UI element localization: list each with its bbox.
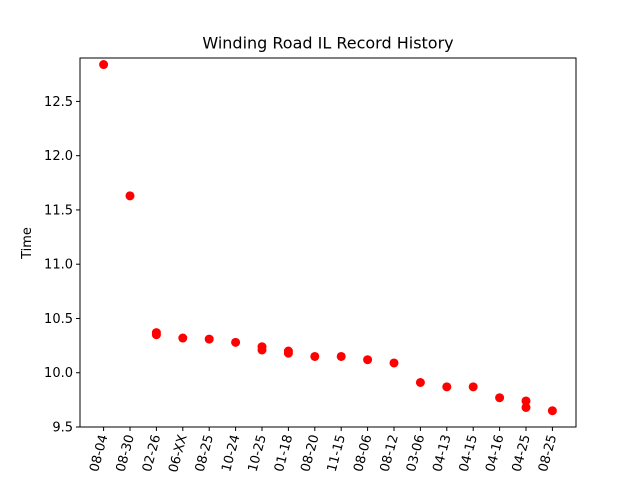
- y-tick-label: 10.5: [44, 312, 73, 327]
- data-point: [468, 382, 478, 392]
- x-tick-label: 08-20: [298, 433, 322, 473]
- data-points: [99, 60, 557, 416]
- data-point: [521, 402, 531, 412]
- data-point: [204, 334, 214, 344]
- x-tick-label: 01-18: [272, 433, 296, 473]
- x-tick-label: 08-25: [193, 433, 217, 473]
- data-point: [99, 60, 109, 70]
- data-point: [283, 348, 293, 358]
- x-tick-label: 04-16: [483, 433, 507, 473]
- x-tick-label: 02-26: [140, 433, 164, 473]
- y-tick-label: 11.0: [44, 258, 73, 273]
- plot-area: [79, 57, 577, 428]
- data-point: [442, 382, 452, 392]
- data-point: [336, 351, 346, 361]
- data-point: [495, 393, 505, 403]
- x-tick-label: 08-04: [87, 433, 111, 473]
- data-point: [415, 378, 425, 388]
- y-axis: 9.5 10.0 10.5 11.0 11.5 12.0 12.5: [44, 95, 80, 436]
- y-tick-label: 10.0: [44, 366, 73, 381]
- data-point: [125, 191, 135, 201]
- y-tick-label: 11.5: [44, 203, 73, 218]
- chart-title: Winding Road IL Record History: [202, 34, 453, 53]
- data-point: [257, 345, 267, 355]
- data-point: [363, 355, 373, 365]
- y-axis-label: Time: [20, 227, 35, 260]
- x-tick-label: 03-06: [404, 433, 428, 473]
- x-tick-label: 08-12: [378, 433, 402, 473]
- data-point: [151, 330, 161, 340]
- x-tick-label: 04-15: [457, 433, 481, 473]
- data-point: [389, 358, 399, 368]
- data-point: [178, 333, 188, 343]
- x-tick-label: 08-30: [114, 433, 138, 473]
- y-tick-label: 9.5: [52, 421, 73, 436]
- y-tick-label: 12.0: [44, 149, 73, 164]
- data-point: [521, 396, 531, 406]
- data-point: [310, 351, 320, 361]
- x-tick-label: 10-25: [246, 433, 270, 473]
- x-tick-label: 10-24: [219, 433, 243, 473]
- x-tick-label: 08-06: [351, 433, 375, 473]
- x-tick-label: 11-15: [325, 433, 349, 473]
- x-tick-label: 04-13: [430, 433, 454, 473]
- x-tick-label: 06-XX: [166, 433, 190, 474]
- x-tick-label: 04-25: [510, 433, 534, 473]
- y-tick-label: 12.5: [44, 95, 73, 110]
- data-point: [231, 337, 241, 347]
- x-axis: 08-04 08-30 02-26 06-XX 08-25 10-24 10-25 01-18…: [87, 427, 560, 474]
- data-point: [547, 406, 557, 416]
- x-tick-label: 08-25: [536, 433, 560, 473]
